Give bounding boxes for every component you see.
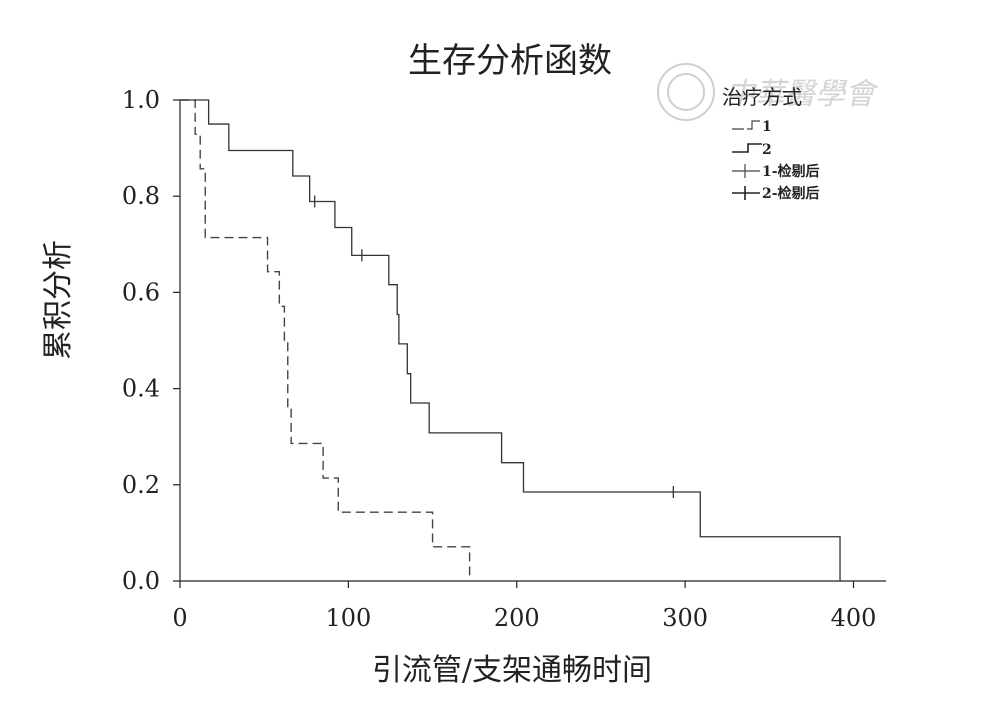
watermark-seal-inner-icon <box>667 73 705 111</box>
chart-title: 生存分析函数 <box>408 41 612 81</box>
watermark-text: 中華醫學會 <box>725 77 879 112</box>
y-tick-label: 0.4 <box>122 375 160 403</box>
series-2-curve <box>180 99 841 581</box>
y-tick-label: 0.6 <box>122 278 160 306</box>
watermark: 中華醫學會 <box>657 63 879 121</box>
y-tick-label: 0.8 <box>122 182 160 210</box>
legend-swatch-solid-step <box>732 143 762 153</box>
legend-label-3: 1-检剔后 <box>762 163 820 180</box>
x-tick-label: 0 <box>172 604 187 632</box>
y-tick-label: 0.0 <box>122 567 160 595</box>
legend-entry-2: 2 <box>732 142 772 158</box>
y-tick-label: 0.2 <box>122 471 160 499</box>
legend: 治疗方式 1 2 1-检剔后 2-检剔后 <box>722 85 820 202</box>
legend-entry-3: 1-检剔后 <box>732 163 820 180</box>
legend-title: 治疗方式 <box>722 85 802 109</box>
series-layer <box>180 99 841 581</box>
y-axis-title: 累积分析 <box>41 240 76 360</box>
x-tick-label: 400 <box>831 604 877 632</box>
legend-swatch-censor-1 <box>732 164 760 178</box>
x-axis-ticks: 0 100 200 300 400 <box>172 581 876 632</box>
y-axis-ticks: 0.0 0.2 0.4 0.6 0.8 1.0 <box>122 86 180 595</box>
x-tick-label: 200 <box>494 604 540 632</box>
legend-entry-1: 1 <box>732 119 772 135</box>
y-tick-label: 1.0 <box>122 86 160 114</box>
series-1-curve <box>180 99 471 581</box>
watermark-seal-icon <box>657 63 715 121</box>
legend-swatch-dashed-step <box>732 120 760 130</box>
legend-swatch-censor-2 <box>732 186 760 200</box>
legend-label-1: 1 <box>762 119 772 135</box>
x-tick-label: 100 <box>325 604 371 632</box>
x-axis-title: 引流管/支架通畅时间 <box>372 653 652 688</box>
legend-label-2: 2 <box>762 142 772 158</box>
legend-label-4: 2-检剔后 <box>762 185 820 202</box>
x-tick-label: 300 <box>662 604 708 632</box>
legend-entry-4: 2-检剔后 <box>732 185 820 202</box>
